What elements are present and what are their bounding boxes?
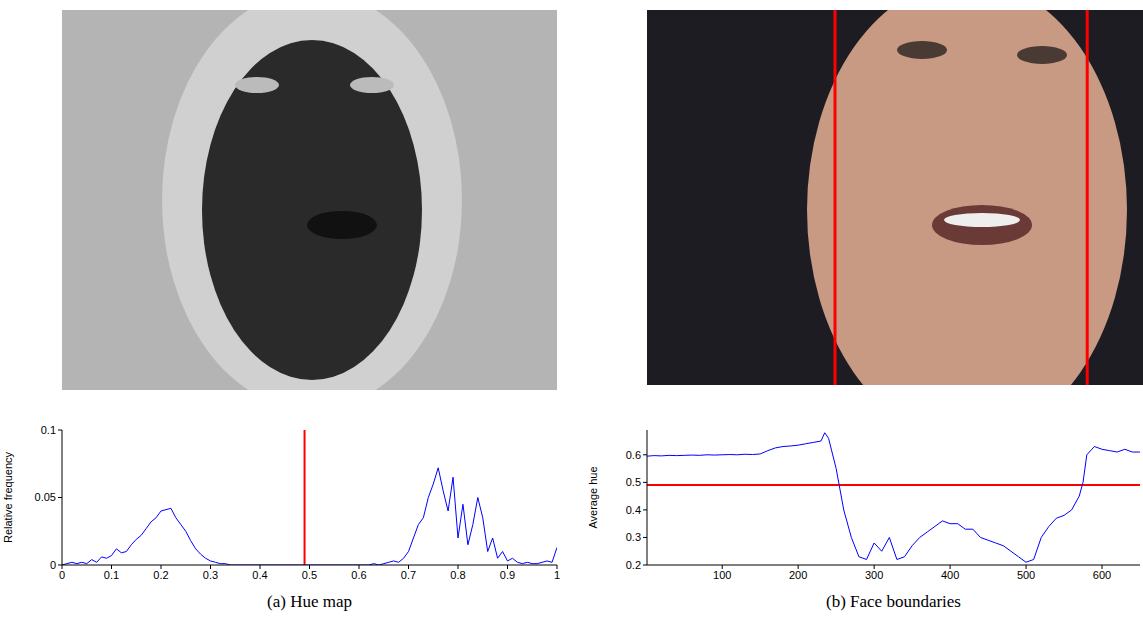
svg-text:1: 1 <box>554 569 560 581</box>
svg-text:0: 0 <box>50 559 56 571</box>
svg-text:0.3: 0.3 <box>626 531 641 543</box>
html-text:(a) Hue map: (a) Hue map <box>267 592 352 611</box>
svg-text:400: 400 <box>941 569 959 581</box>
svg-text:Relative frequency: Relative frequency <box>2 451 14 543</box>
svg-text:0.7: 0.7 <box>401 569 416 581</box>
svg-text:0.05: 0.05 <box>35 491 56 503</box>
svg-text:300: 300 <box>865 569 883 581</box>
svg-text:0.6: 0.6 <box>626 449 641 461</box>
html-text:(b) Face boundaries: (b) Face boundaries <box>826 592 961 611</box>
svg-text:500: 500 <box>1017 569 1035 581</box>
svg-text:600: 600 <box>1093 569 1111 581</box>
svg-text:Average hue: Average hue <box>587 466 599 528</box>
svg-text:0.4: 0.4 <box>626 504 641 516</box>
svg-text:0.6: 0.6 <box>351 569 366 581</box>
svg-text:200: 200 <box>789 569 807 581</box>
svg-text:100: 100 <box>713 569 731 581</box>
svg-text:0.4: 0.4 <box>252 569 267 581</box>
svg-text:0.5: 0.5 <box>626 476 641 488</box>
svg-text:0.2: 0.2 <box>626 559 641 571</box>
svg-text:0.9: 0.9 <box>500 569 515 581</box>
svg-text:0.5: 0.5 <box>302 569 317 581</box>
svg-text:0.1: 0.1 <box>41 424 56 436</box>
svg-text:0: 0 <box>59 569 65 581</box>
svg-text:0.3: 0.3 <box>203 569 218 581</box>
svg-text:0.1: 0.1 <box>104 569 119 581</box>
svg-text:0.8: 0.8 <box>450 569 465 581</box>
svg-text:0.2: 0.2 <box>153 569 168 581</box>
